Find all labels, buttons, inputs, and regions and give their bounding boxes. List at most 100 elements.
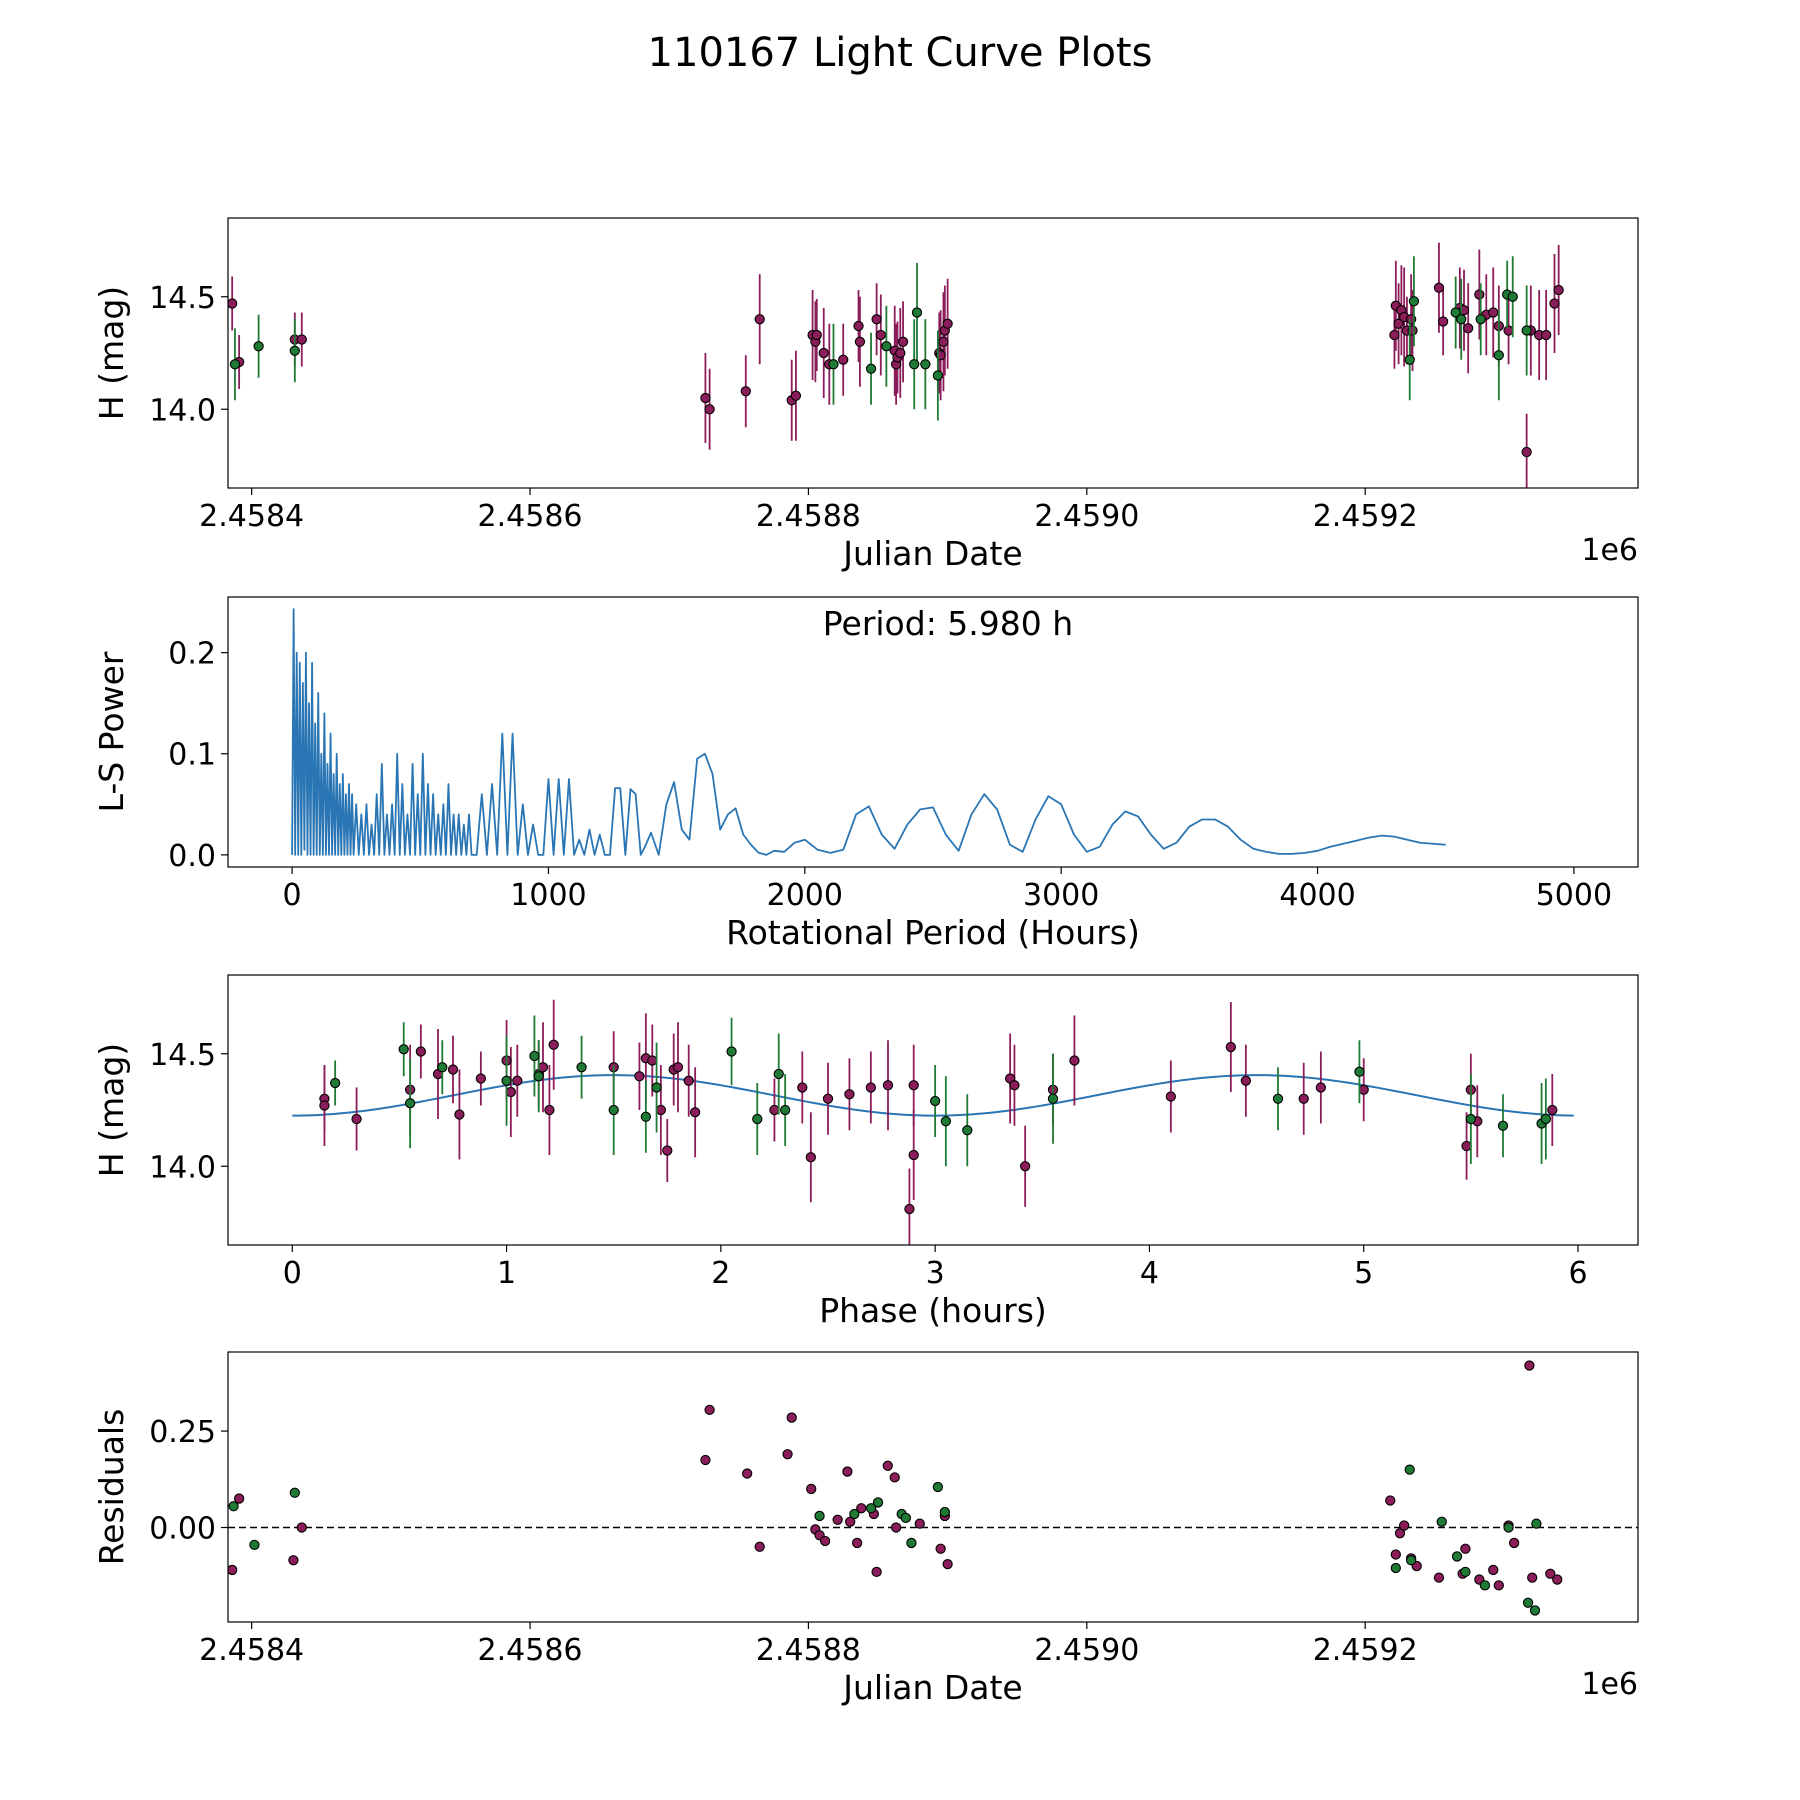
data-point [881,341,892,352]
y-tick-label: 0.25 [149,1415,216,1450]
y-axis-label: H (mag) [92,286,131,420]
x-axis-label: Julian Date [841,1668,1023,1707]
data-point [1531,1518,1542,1529]
data-point [900,1512,912,1524]
data-point [1493,1580,1504,1591]
x-tick-label: 0 [283,1256,302,1291]
series-series_b [329,1015,1552,1167]
data-point [404,1098,416,1109]
data-point [1529,1605,1541,1616]
data-point [296,1522,307,1533]
data-point [1390,1562,1401,1574]
data-point [818,347,829,359]
y-axis-label: H (mag) [92,1043,131,1177]
data-point [1522,1597,1534,1608]
data-point [1488,1564,1499,1576]
data-point [779,1104,791,1116]
data-point [1399,1520,1410,1531]
series-series_b [229,256,1532,421]
y-tick-label: 14.5 [149,281,216,316]
x-tick-label: 3000 [1023,878,1099,913]
data-point [882,1460,893,1471]
data-point [838,354,849,365]
x-tick-label: 2.4590 [1034,499,1139,534]
data-point [882,1080,894,1091]
data-point [228,1501,239,1512]
data-point [437,1062,448,1073]
data-point [754,314,765,325]
data-point [1508,1537,1520,1549]
axes-frame [227,217,1639,489]
x-tick-label: 5000 [1536,878,1612,913]
data-point [1461,1140,1472,1152]
data-point [875,329,886,341]
data-point [655,1104,667,1116]
residuals-panel: 2.4584 2.4586 2.4588 2.4590 2.4592 0.00 0.25 Ju… [92,1351,1639,1707]
data-point [512,1075,523,1086]
data-point [1009,1080,1020,1091]
data-point [1553,284,1564,296]
x-tick-label: 2.4588 [756,1633,861,1668]
series-series_b [228,1464,1542,1616]
data-point [1463,323,1474,334]
data-point [288,1555,299,1566]
x-tick-label: 2.4586 [478,1633,583,1668]
data-point [1451,1551,1463,1562]
data-point [897,336,909,347]
data-point [1524,1360,1535,1371]
data-point [608,1104,619,1116]
data-point [1460,1566,1471,1578]
data-point [1408,296,1420,307]
data-point [1493,350,1504,361]
data-point [351,1113,362,1125]
data-point [1474,289,1485,300]
data-point [909,359,920,370]
data-point [1465,1113,1477,1125]
data-point [740,386,751,397]
y-tick-label: 14.0 [149,1150,216,1185]
data-point [871,1566,882,1578]
x-tick-label: 2000 [767,878,843,913]
data-point [942,318,953,329]
data-point [805,1152,817,1163]
series-series_a [228,242,1564,488]
data-point [773,1068,784,1080]
data-point [647,1055,658,1066]
data-point [662,1145,673,1156]
data-point [475,1073,487,1084]
y-axis-label: L-S Power [92,651,131,812]
data-point [700,392,711,404]
data-point [1507,291,1518,302]
data-point [1394,1528,1406,1539]
data-point [939,1506,950,1518]
y-axis-label: Residuals [92,1409,131,1566]
data-point [906,1537,917,1549]
data-point [319,1100,330,1111]
data-point [1433,282,1445,293]
data-point [1405,1555,1417,1566]
plot-area [291,608,1446,856]
data-point [1225,1041,1237,1053]
data-point [908,1149,919,1161]
x-tick-label: 0 [283,878,302,913]
data-point [1552,1574,1563,1585]
data-point [289,345,300,356]
data-point [1389,329,1400,341]
x-tick-label: 2.4586 [478,499,583,534]
data-point [726,1046,737,1057]
data-point [844,1089,855,1100]
data-point [672,1062,684,1073]
data-point [1354,1066,1365,1077]
data-point [911,307,923,318]
data-point [890,1522,902,1533]
data-point [576,1062,587,1073]
data-point [689,1107,701,1118]
power-spectrum-line [291,608,1446,856]
data-point [1549,298,1560,309]
data-point [904,1203,915,1215]
data-point [1436,1516,1447,1527]
data-point [851,1537,863,1549]
axes-frame [227,974,1639,1246]
data-point [797,1082,808,1093]
data-point [253,341,264,352]
